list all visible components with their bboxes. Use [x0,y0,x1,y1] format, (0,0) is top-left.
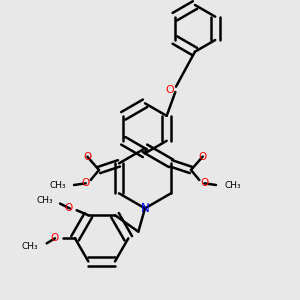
Text: CH₃: CH₃ [49,181,66,190]
Text: O: O [64,202,73,213]
Text: CH₃: CH₃ [22,242,38,251]
Text: CH₃: CH₃ [37,196,53,205]
Text: O: O [82,178,90,188]
Text: N: N [141,202,149,215]
Text: O: O [50,233,58,243]
Text: O: O [166,85,174,95]
Text: O: O [200,178,208,188]
Text: O: O [199,152,207,162]
Text: O: O [83,152,92,162]
Text: CH₃: CH₃ [224,181,241,190]
